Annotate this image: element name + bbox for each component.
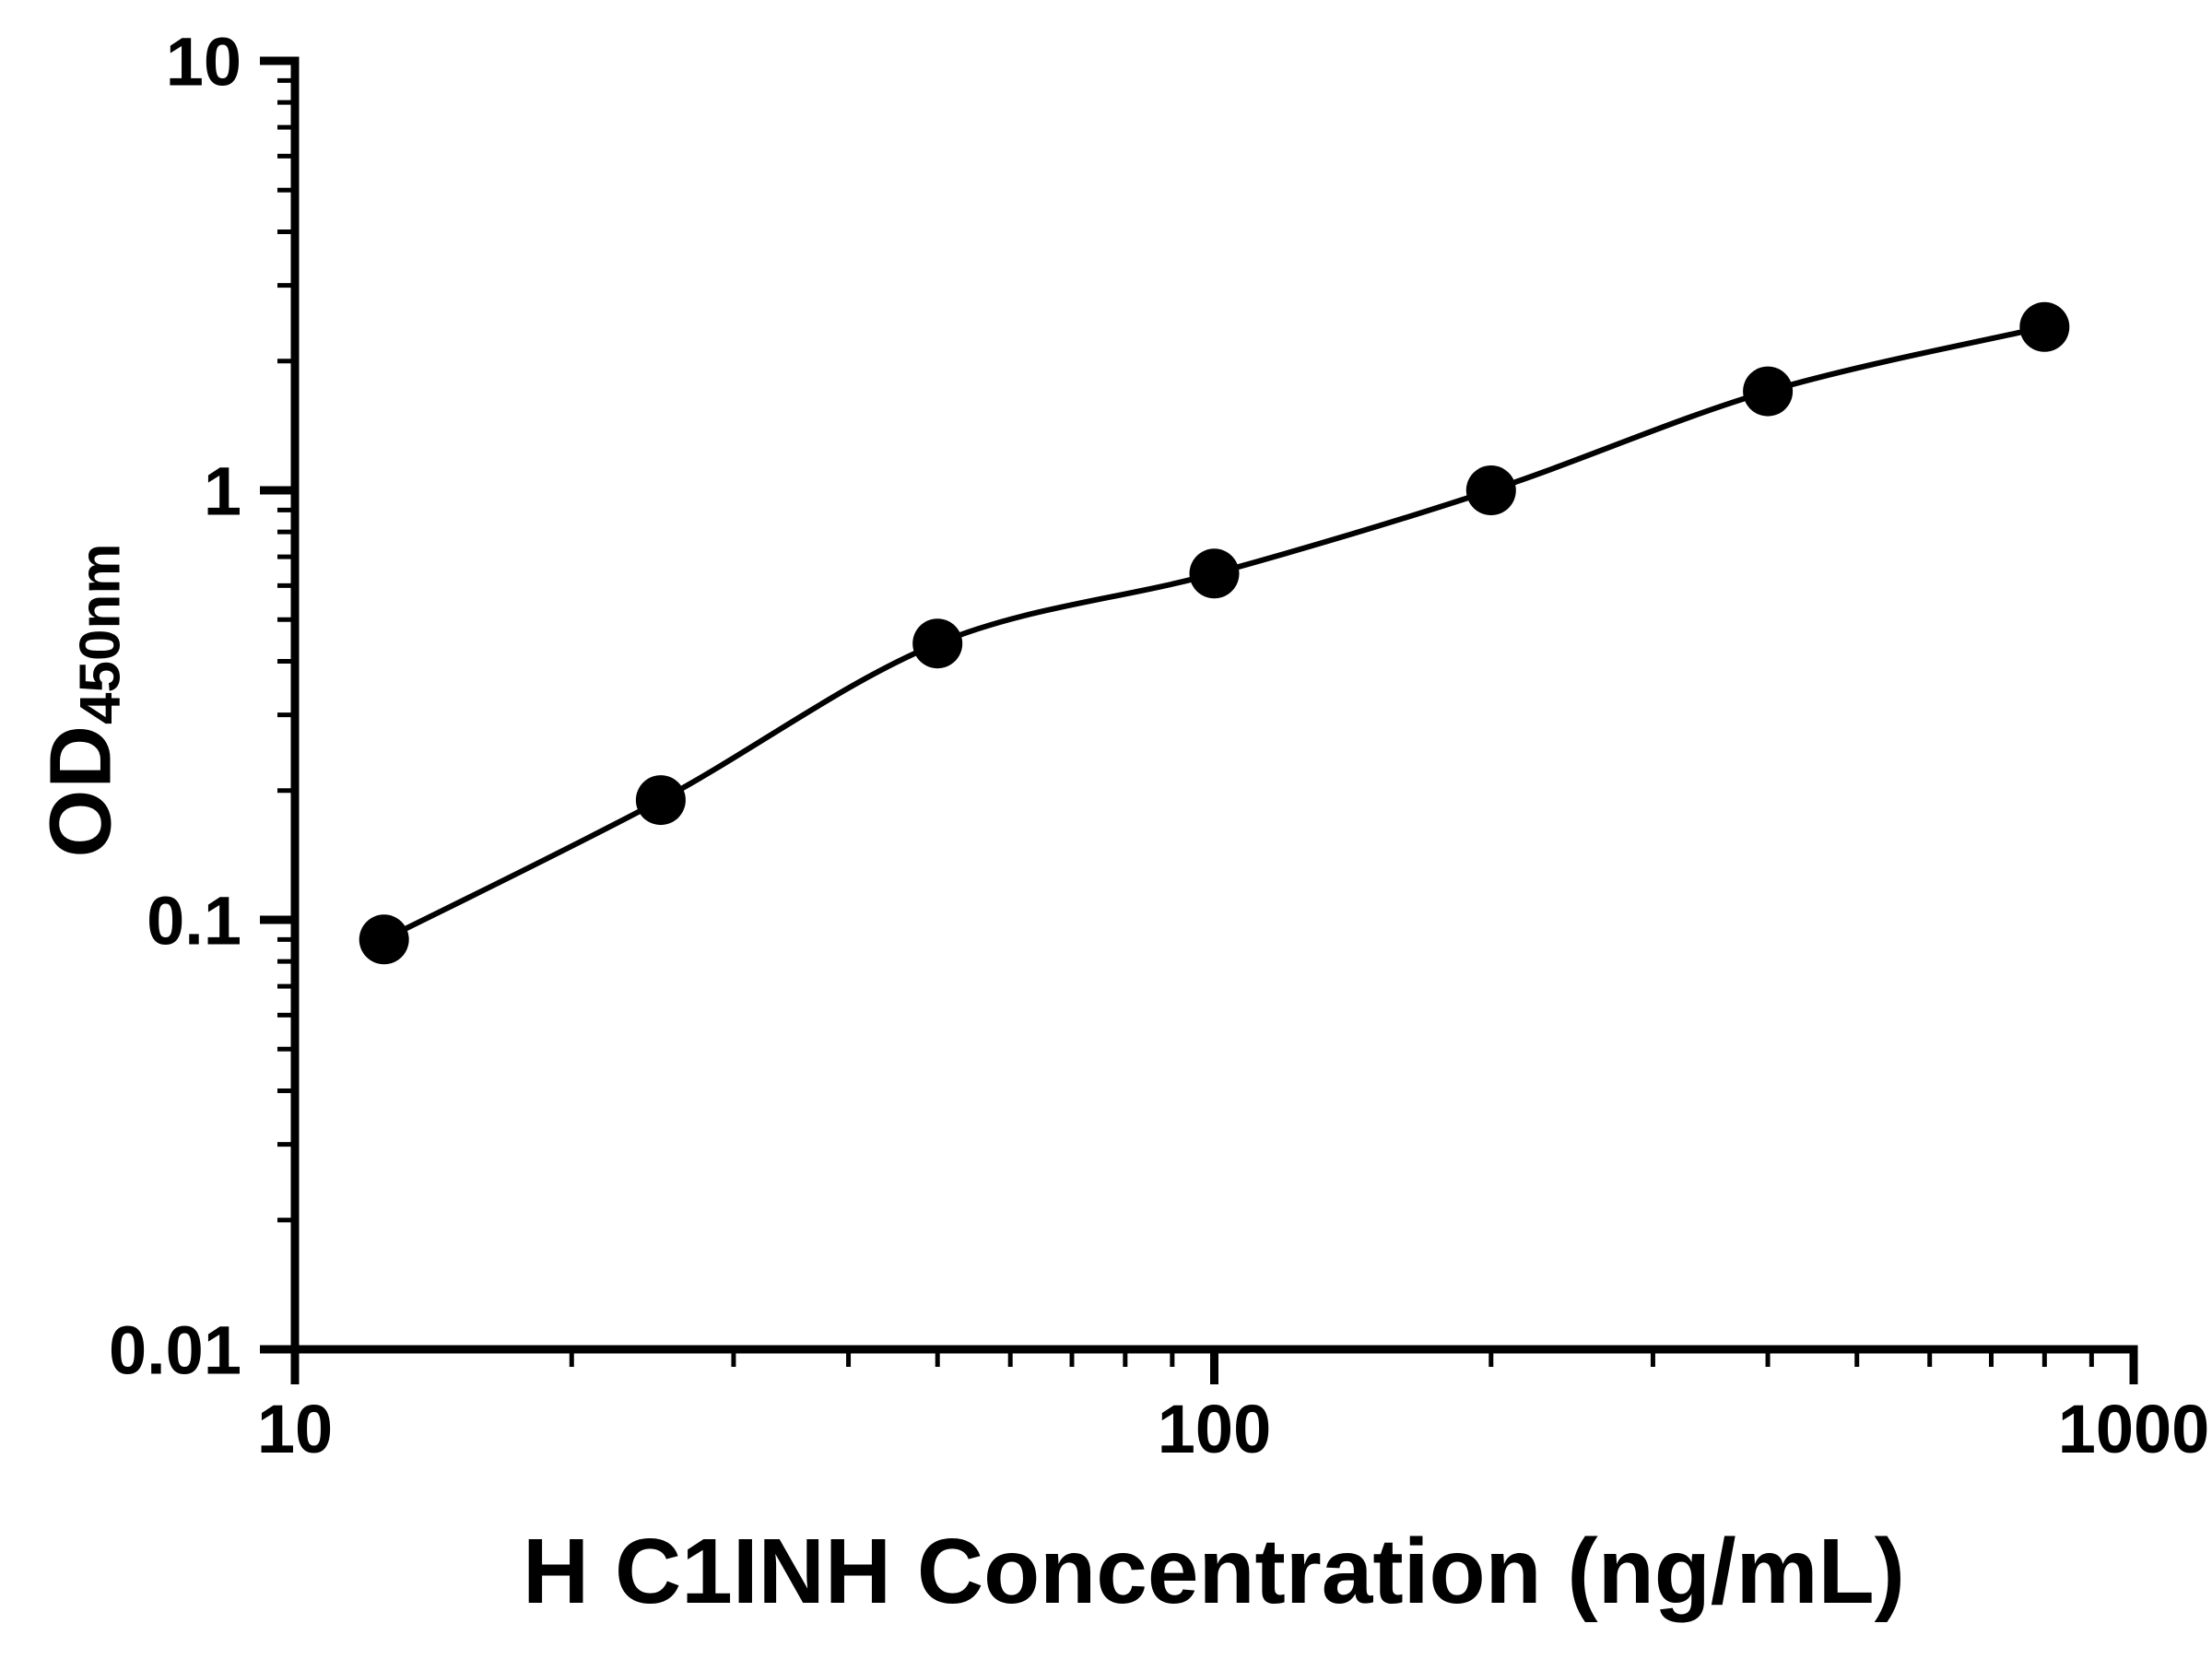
y-tick-label: 10 — [166, 24, 241, 100]
y-axis-title: OD450nm — [31, 543, 133, 858]
data-point — [912, 618, 963, 669]
axis-ticks — [260, 56, 2138, 1384]
data-point — [2019, 301, 2070, 352]
x-tick-label: 100 — [1158, 1391, 1271, 1467]
x-tick-label: 10 — [257, 1391, 333, 1467]
fit-curve — [382, 324, 2045, 942]
y-tick-label: 0.01 — [109, 1312, 241, 1389]
data-point — [635, 775, 686, 826]
data-point — [1465, 465, 1516, 515]
x-tick-label: 1000 — [2058, 1391, 2210, 1467]
y-tick-label: 0.1 — [147, 883, 241, 959]
axis-spines — [290, 56, 2138, 1354]
x-axis-title: H C1INH Concentration (ng/mL) — [523, 1520, 1905, 1623]
y-axis-label-od: OD — [31, 724, 130, 858]
data-point — [1743, 366, 1794, 417]
y-axis-label-wavelength-subscript: 450nm — [68, 543, 133, 724]
data-series — [359, 301, 2070, 965]
y-tick-label: 1 — [204, 453, 241, 530]
data-point — [359, 914, 409, 965]
data-point — [1189, 548, 1240, 599]
